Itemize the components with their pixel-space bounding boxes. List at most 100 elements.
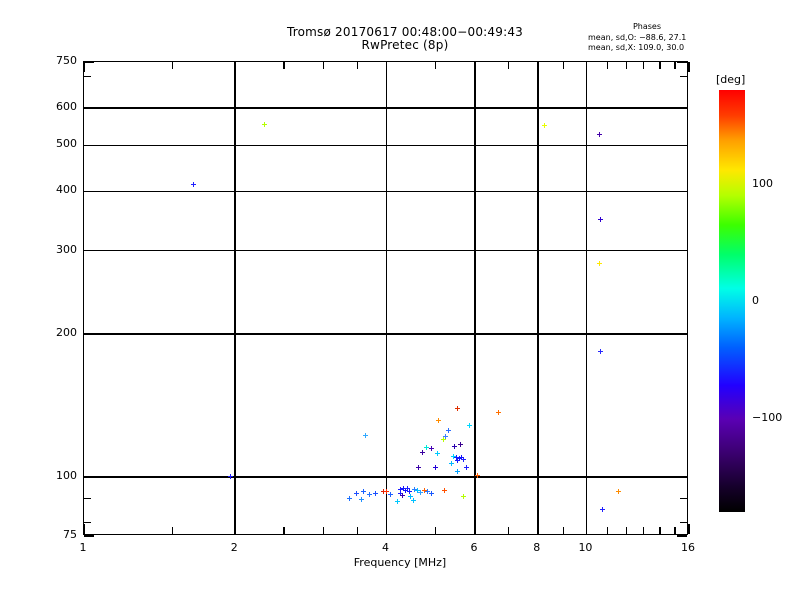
axis-tick [643, 62, 645, 69]
axis-tick [84, 476, 94, 478]
axis-tick [84, 333, 94, 335]
gridline-vertical [234, 62, 237, 534]
scatter-point [467, 423, 472, 428]
scatter-point [442, 488, 447, 493]
axis-tick [171, 527, 174, 534]
scatter-point [407, 489, 412, 494]
colorbar-tick-label: 0 [752, 294, 759, 307]
scatter-point [408, 494, 413, 499]
scatter-point [420, 450, 425, 455]
axis-tick [84, 61, 94, 63]
scatter-point [451, 454, 456, 459]
scatter-point [373, 491, 378, 496]
plot-area [83, 61, 690, 537]
axis-tick [677, 61, 687, 63]
axis-tick [84, 497, 91, 500]
scatter-point [416, 465, 421, 470]
scatter-point [600, 507, 605, 512]
scatter-point [347, 496, 352, 501]
scatter-point [452, 444, 457, 449]
scatter-point [496, 410, 501, 415]
scatter-point [425, 489, 430, 494]
axis-tick [537, 524, 539, 534]
scatter-point [191, 182, 196, 187]
y-tick-label: 400 [56, 183, 77, 197]
axis-tick [677, 190, 687, 193]
scatter-point [459, 455, 464, 460]
phase-stats-block: Phases mean, sd,O: −88.6, 27.1 mean, sd,… [588, 22, 738, 54]
title-line-1: Tromsø 20170617 00:48:00−00:49:43 [286, 25, 523, 39]
axis-tick [674, 62, 676, 69]
y-tick-label: 200 [56, 326, 77, 340]
axis-tick [234, 524, 236, 534]
axis-tick [84, 107, 94, 109]
scatter-point [415, 488, 420, 493]
scatter-point [455, 406, 460, 411]
plot-title: Tromsø 20170617 00:48:00−00:49:43 RwPret… [250, 26, 560, 52]
gridline-vertical [585, 62, 588, 534]
scatter-point [361, 489, 366, 494]
scatter-point [363, 433, 368, 438]
axis-tick [680, 75, 687, 77]
axis-tick [434, 527, 436, 534]
scatter-point [598, 217, 603, 222]
scatter-point [429, 491, 434, 496]
scatter-point [443, 434, 448, 439]
x-tick-label: 10 [578, 541, 593, 554]
x-tick-label: 2 [230, 541, 238, 554]
axis-tick [474, 62, 476, 72]
scatter-point [433, 465, 438, 470]
scatter-point [454, 455, 459, 460]
gridline-vertical [536, 62, 539, 534]
gridline-vertical [385, 62, 388, 534]
axis-tick [84, 535, 94, 537]
scatter-point [354, 491, 359, 496]
colorbar-tick-label: 100 [752, 176, 773, 190]
axis-tick [677, 535, 687, 537]
axis-tick [356, 527, 358, 534]
axis-tick [677, 333, 687, 335]
axis-tick [283, 527, 285, 534]
scatter-point [411, 498, 416, 503]
y-tick-label: 300 [56, 242, 77, 256]
title-line-2: RwPretec (8p) [361, 38, 449, 52]
scatter-point [400, 493, 405, 498]
scatter-point [228, 474, 233, 479]
scatter-point [422, 488, 427, 493]
scatter-point [441, 437, 446, 442]
axis-tick [659, 527, 661, 534]
gridline-horizontal [84, 333, 687, 335]
axis-tick [356, 62, 358, 69]
axis-tick [171, 62, 174, 69]
scatter-point [598, 349, 603, 354]
y-tick-label: 750 [56, 54, 77, 67]
gridline-horizontal [84, 475, 687, 478]
axis-tick [323, 527, 325, 534]
x-tick-label: 1 [79, 541, 87, 554]
x-tick-label: 6 [470, 541, 478, 554]
axis-tick [606, 62, 608, 69]
scatter-point [464, 465, 469, 470]
axis-tick [625, 62, 627, 69]
phase-stats-o: mean, sd,O: −88.6, 27.1 [588, 32, 687, 42]
gridline-horizontal [84, 107, 687, 109]
axis-tick [84, 75, 91, 77]
scatter-point [424, 445, 429, 450]
scatter-point [429, 446, 434, 451]
axis-tick [585, 62, 588, 72]
axis-tick [323, 62, 325, 69]
axis-tick [234, 62, 236, 72]
axis-tick [562, 527, 565, 534]
x-tick-label: 16 [681, 541, 695, 554]
scatter-point [395, 499, 400, 504]
scatter-point [262, 122, 267, 127]
y-tick-label: 75 [63, 528, 77, 541]
axis-tick [585, 524, 588, 534]
scatter-point [384, 489, 389, 494]
scatter-point [436, 418, 441, 423]
scatter-point [457, 456, 462, 461]
y-tick-label: 100 [56, 468, 77, 482]
axis-tick [385, 524, 388, 534]
axis-tick [83, 62, 85, 72]
